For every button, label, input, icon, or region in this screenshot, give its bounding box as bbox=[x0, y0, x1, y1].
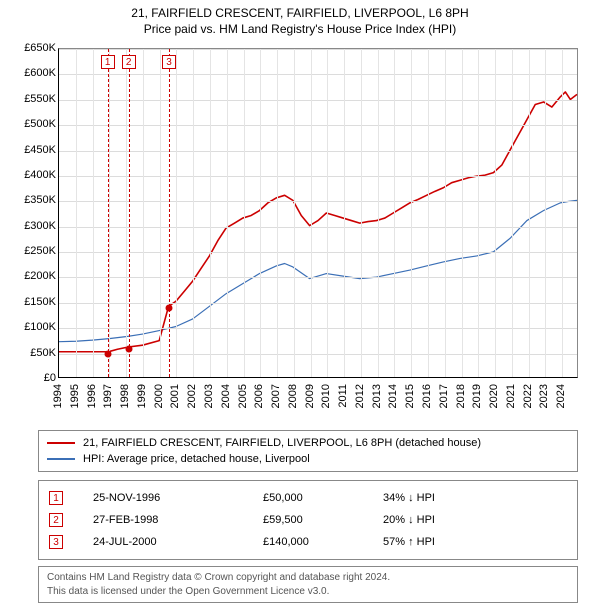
title-subtitle: Price paid vs. HM Land Registry's House … bbox=[10, 22, 590, 36]
y-tick-label: £300K bbox=[24, 220, 56, 232]
sale-delta: 57% ↑ HPI bbox=[383, 536, 567, 548]
sale-date: 25-NOV-1996 bbox=[93, 492, 263, 504]
sale-marker-badge: 2 bbox=[49, 513, 63, 527]
legend-box: 21, FAIRFIELD CRESCENT, FAIRFIELD, LIVER… bbox=[38, 430, 578, 472]
x-tick-label: 2005 bbox=[237, 384, 249, 408]
y-tick-label: £0 bbox=[44, 372, 56, 384]
legend-swatch-hpi bbox=[47, 458, 75, 460]
x-tick-label: 2009 bbox=[304, 384, 316, 408]
x-tick-label: 2016 bbox=[421, 384, 433, 408]
x-tick-label: 2014 bbox=[387, 384, 399, 408]
x-tick-label: 2006 bbox=[253, 384, 265, 408]
sale-marker-badge: 1 bbox=[49, 491, 63, 505]
credits-line2: This data is licensed under the Open Gov… bbox=[47, 585, 569, 599]
legend-item-hpi: HPI: Average price, detached house, Live… bbox=[47, 451, 569, 467]
y-tick-label: £350K bbox=[24, 194, 56, 206]
x-tick-label: 2023 bbox=[538, 384, 550, 408]
x-tick-label: 2003 bbox=[203, 384, 215, 408]
x-tick-label: 2013 bbox=[371, 384, 383, 408]
x-tick-label: 2015 bbox=[404, 384, 416, 408]
figure-container: 21, FAIRFIELD CRESCENT, FAIRFIELD, LIVER… bbox=[0, 0, 600, 611]
title-address: 21, FAIRFIELD CRESCENT, FAIRFIELD, LIVER… bbox=[10, 6, 590, 20]
x-tick-label: 1998 bbox=[119, 384, 131, 408]
table-row: 1 25-NOV-1996 £50,000 34% ↓ HPI bbox=[49, 487, 567, 509]
x-tick-label: 2024 bbox=[555, 384, 567, 408]
sale-price: £140,000 bbox=[263, 536, 383, 548]
sale-marker-icon: 2 bbox=[122, 55, 136, 69]
x-tick-label: 2020 bbox=[488, 384, 500, 408]
x-tick-label: 2002 bbox=[186, 384, 198, 408]
sale-marker-dot bbox=[166, 304, 173, 311]
table-row: 3 24-JUL-2000 £140,000 57% ↑ HPI bbox=[49, 531, 567, 553]
y-tick-label: £600K bbox=[24, 67, 56, 79]
sale-marker-dot bbox=[125, 345, 132, 352]
sale-price: £50,000 bbox=[263, 492, 383, 504]
x-tick-label: 2017 bbox=[438, 384, 450, 408]
x-tick-label: 1999 bbox=[136, 384, 148, 408]
sale-marker-badge: 3 bbox=[49, 535, 63, 549]
x-tick-label: 2007 bbox=[270, 384, 282, 408]
x-tick-label: 1994 bbox=[52, 384, 64, 408]
legend-label-hpi: HPI: Average price, detached house, Live… bbox=[83, 453, 310, 465]
sale-marker-icon: 3 bbox=[162, 55, 176, 69]
x-tick-label: 2004 bbox=[220, 384, 232, 408]
legend-label-property: 21, FAIRFIELD CRESCENT, FAIRFIELD, LIVER… bbox=[83, 437, 481, 449]
x-tick-label: 1997 bbox=[102, 384, 114, 408]
sale-marker-dot bbox=[104, 350, 111, 357]
y-tick-label: £50K bbox=[30, 347, 56, 359]
x-tick-label: 2012 bbox=[354, 384, 366, 408]
chart-area: £0 £50K £100K £150K £200K £250K £300K £350K £400… bbox=[10, 44, 590, 424]
y-tick-label: £650K bbox=[24, 42, 56, 54]
sale-price: £59,500 bbox=[263, 514, 383, 526]
credits-line1: Contains HM Land Registry data © Crown c… bbox=[47, 571, 569, 585]
x-tick-label: 2018 bbox=[455, 384, 467, 408]
x-tick-label: 2021 bbox=[505, 384, 517, 408]
y-tick-label: £400K bbox=[24, 169, 56, 181]
sale-delta: 34% ↓ HPI bbox=[383, 492, 567, 504]
legend-item-property: 21, FAIRFIELD CRESCENT, FAIRFIELD, LIVER… bbox=[47, 435, 569, 451]
x-tick-label: 2011 bbox=[337, 384, 349, 408]
x-tick-label: 2001 bbox=[169, 384, 181, 408]
y-tick-label: £100K bbox=[24, 321, 56, 333]
y-tick-label: £200K bbox=[24, 270, 56, 282]
legend-swatch-property bbox=[47, 442, 75, 444]
y-tick-label: £250K bbox=[24, 245, 56, 257]
sale-date: 24-JUL-2000 bbox=[93, 536, 263, 548]
sale-marker-icon: 1 bbox=[101, 55, 115, 69]
x-tick-label: 2010 bbox=[320, 384, 332, 408]
x-tick-label: 2000 bbox=[153, 384, 165, 408]
sales-table: 1 25-NOV-1996 £50,000 34% ↓ HPI 2 27-FEB… bbox=[38, 480, 578, 560]
sale-date: 27-FEB-1998 bbox=[93, 514, 263, 526]
y-tick-label: £450K bbox=[24, 144, 56, 156]
plot-region: 12 3 bbox=[58, 48, 578, 378]
x-tick-label: 2019 bbox=[471, 384, 483, 408]
y-tick-label: £150K bbox=[24, 296, 56, 308]
x-tick-label: 1995 bbox=[69, 384, 81, 408]
y-tick-label: £550K bbox=[24, 93, 56, 105]
title-block: 21, FAIRFIELD CRESCENT, FAIRFIELD, LIVER… bbox=[10, 6, 590, 36]
credits-box: Contains HM Land Registry data © Crown c… bbox=[38, 566, 578, 603]
x-tick-label: 2022 bbox=[522, 384, 534, 408]
y-tick-label: £500K bbox=[24, 118, 56, 130]
x-tick-label: 1996 bbox=[86, 384, 98, 408]
x-tick-label: 2008 bbox=[287, 384, 299, 408]
table-row: 2 27-FEB-1998 £59,500 20% ↓ HPI bbox=[49, 509, 567, 531]
sale-delta: 20% ↓ HPI bbox=[383, 514, 567, 526]
